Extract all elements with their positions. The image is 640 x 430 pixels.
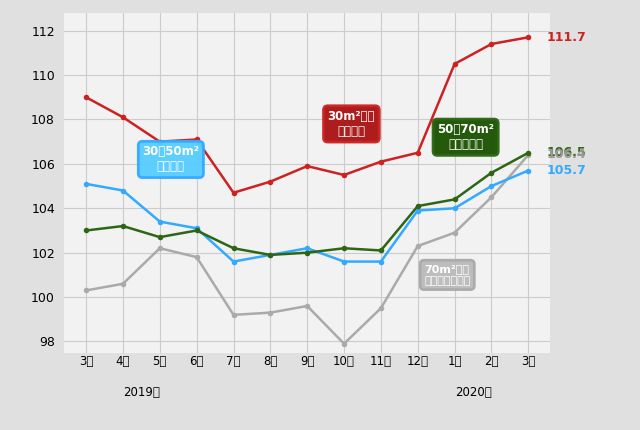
Text: 2020年: 2020年 [454,386,492,399]
Text: 30～50m²
カップル: 30～50m² カップル [143,145,199,173]
Text: 70m²以上
大型ファミリー: 70m²以上 大型ファミリー [424,264,470,286]
Text: 106.5: 106.5 [547,146,586,159]
Text: 2019年: 2019年 [123,386,160,399]
Text: 111.7: 111.7 [547,31,586,44]
Text: 50～70m²
ファミリー: 50～70m² ファミリー [437,123,494,151]
Text: 106.4: 106.4 [547,148,586,162]
Text: 105.7: 105.7 [547,164,586,177]
Text: 30m²未満
シングル: 30m²未満 シングル [328,110,375,138]
